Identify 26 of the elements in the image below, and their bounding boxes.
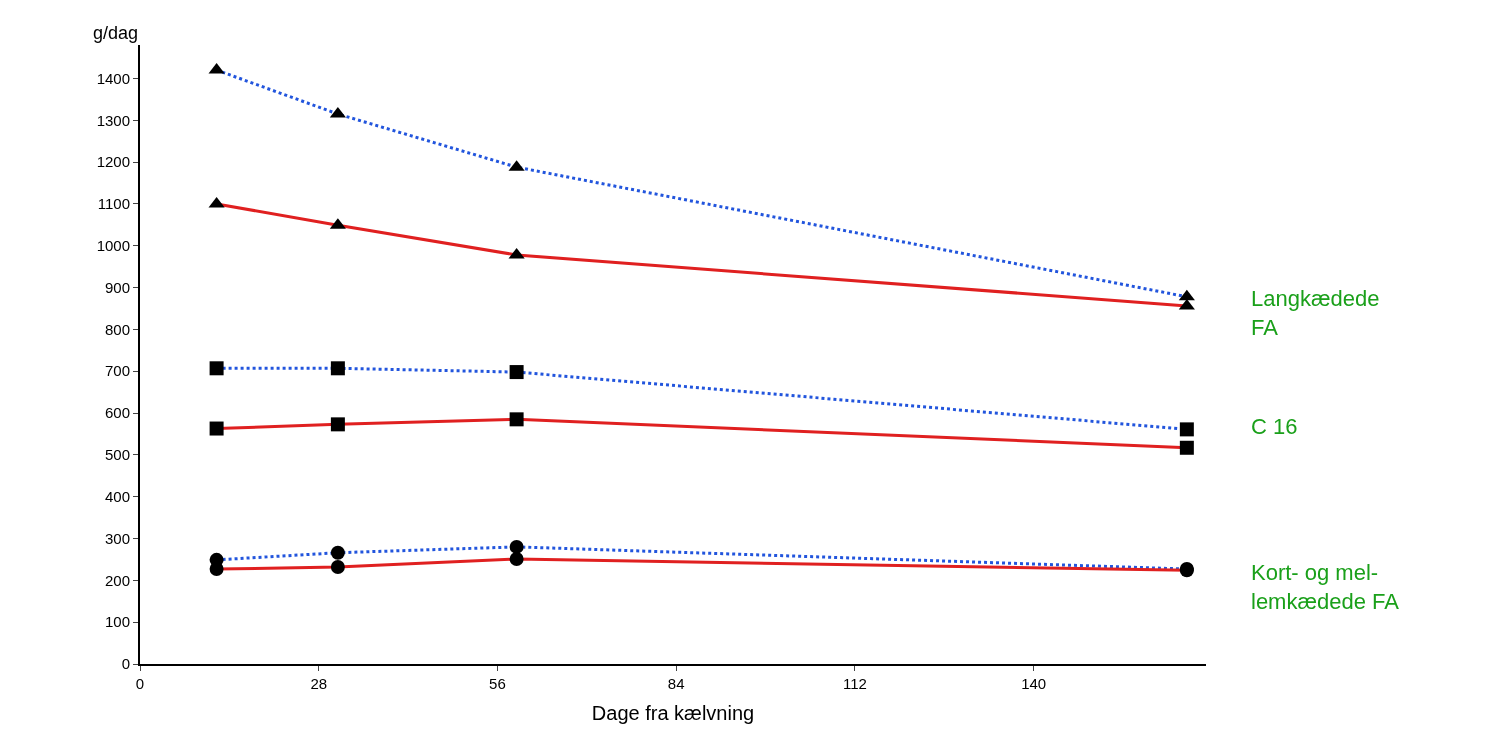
y-tick-label: 100 (104, 613, 130, 631)
x-tick-label: 112 (842, 675, 867, 692)
y-tick-label: 800 (104, 320, 130, 338)
y-tick-label: 1100 (97, 195, 130, 213)
y-tick-label: 500 (104, 446, 130, 464)
x-tick-label: 84 (667, 675, 685, 692)
y-tick-label: 300 (104, 529, 130, 547)
text: Langkædede FA (1251, 286, 1380, 340)
y-tick-label: 200 (104, 571, 130, 589)
y-tick-label: 600 (104, 404, 130, 422)
y-tick-label: 1400 (96, 69, 130, 87)
text: C 16 (1251, 414, 1298, 439)
y-tick-label: 1300 (96, 111, 130, 129)
y-tick-label: 1200 (96, 153, 130, 171)
x-tick-label: 56 (489, 675, 506, 692)
x-tick-label: 28 (310, 675, 328, 692)
y-axis-title: g/dag (93, 23, 139, 43)
x-tick-label: 0 (135, 675, 145, 692)
text: Kort- og mel- lemkædede FA (1251, 560, 1400, 614)
y-tick-label: 900 (104, 278, 130, 296)
y-tick-label: 700 (104, 362, 130, 380)
x-axis-title: Dage fra kælvning (591, 702, 755, 724)
y-tick-label: 0 (121, 655, 130, 673)
y-tick-label: 1000 (96, 237, 130, 255)
x-tick-label: 140 (1021, 675, 1047, 692)
y-tick-label: 400 (104, 487, 130, 505)
